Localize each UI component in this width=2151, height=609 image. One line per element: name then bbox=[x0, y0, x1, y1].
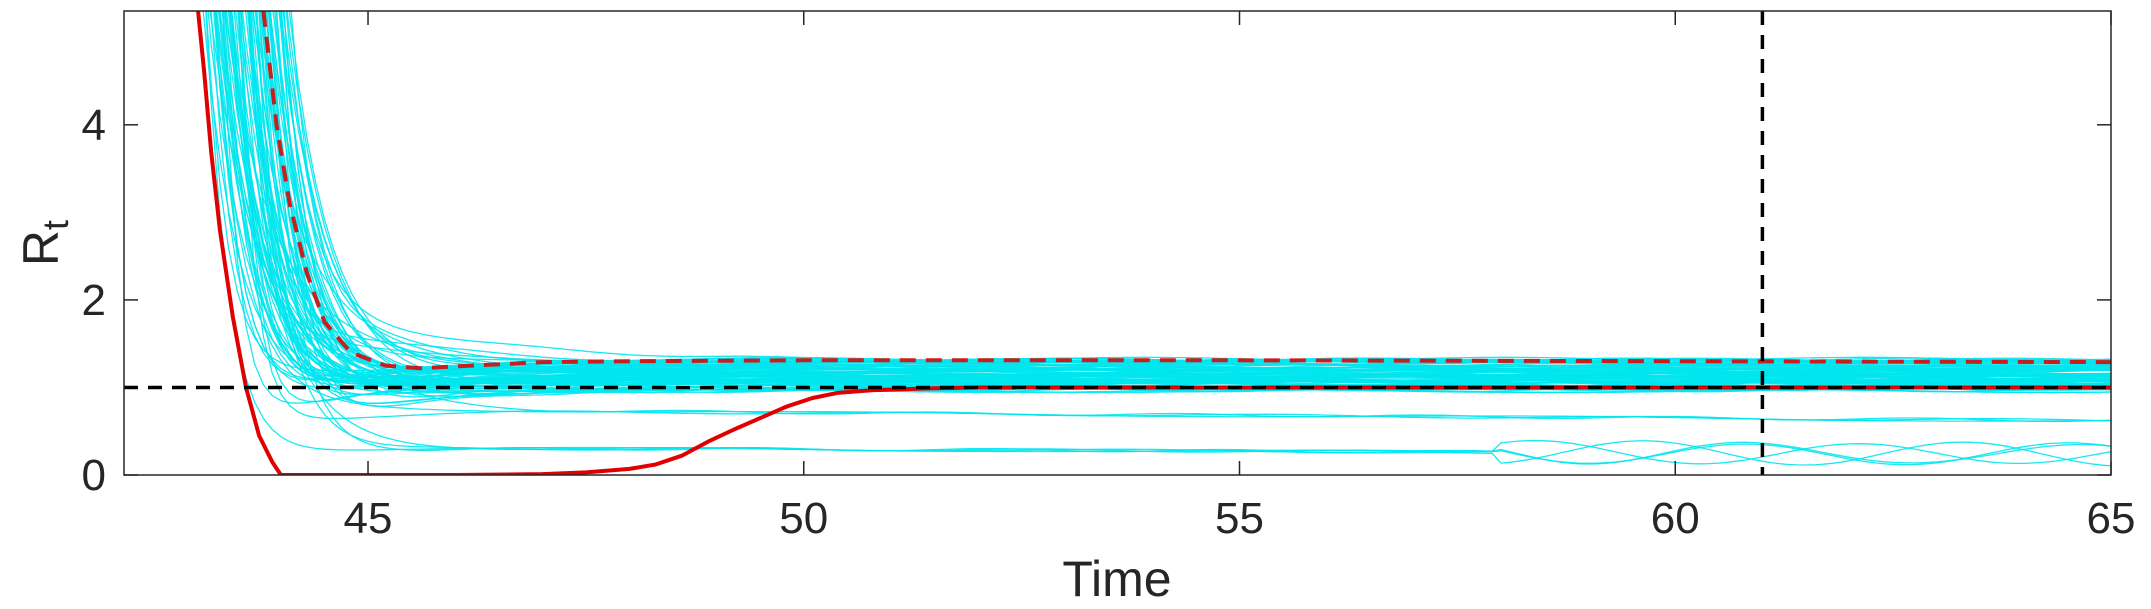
realization-line bbox=[276, 11, 2111, 383]
y-axis-title: Rt bbox=[13, 220, 76, 266]
realization-line bbox=[278, 11, 2111, 374]
realization-line bbox=[290, 11, 2111, 378]
x-tick-label: 45 bbox=[344, 494, 393, 543]
estimated-rt-mean-line bbox=[261, 11, 2111, 371]
realization-line bbox=[249, 11, 2111, 467]
plot-frame bbox=[123, 10, 2112, 476]
y-tick-label: 0 bbox=[82, 451, 106, 500]
realization-line bbox=[279, 11, 2111, 379]
realization-line bbox=[283, 11, 2111, 398]
y-tick-label: 4 bbox=[82, 101, 106, 150]
reference-lines bbox=[124, 11, 2111, 475]
realization-line bbox=[288, 11, 2111, 369]
realization-line bbox=[268, 11, 2111, 465]
x-tick-label: 55 bbox=[1215, 494, 1264, 543]
ensemble-lines bbox=[202, 11, 2111, 467]
y-tick-label: 2 bbox=[82, 276, 106, 325]
x-tick-label: 50 bbox=[779, 494, 828, 543]
y-axis-title-main: R bbox=[13, 230, 69, 266]
x-tick-label: 65 bbox=[2087, 494, 2136, 543]
realization-line bbox=[247, 11, 2111, 362]
axis-ticks: 45 50 55 60 65 0 2 4 bbox=[82, 11, 2136, 543]
realization-line bbox=[272, 11, 2111, 423]
realization-line bbox=[278, 11, 2111, 373]
y-axis-title-subscript: t bbox=[35, 220, 76, 230]
realization-line bbox=[266, 11, 2111, 387]
x-axis-title: Time bbox=[1062, 551, 1171, 607]
plot-background bbox=[124, 11, 2111, 475]
x-tick-label: 60 bbox=[1651, 494, 1700, 543]
realization-line bbox=[286, 11, 2111, 385]
